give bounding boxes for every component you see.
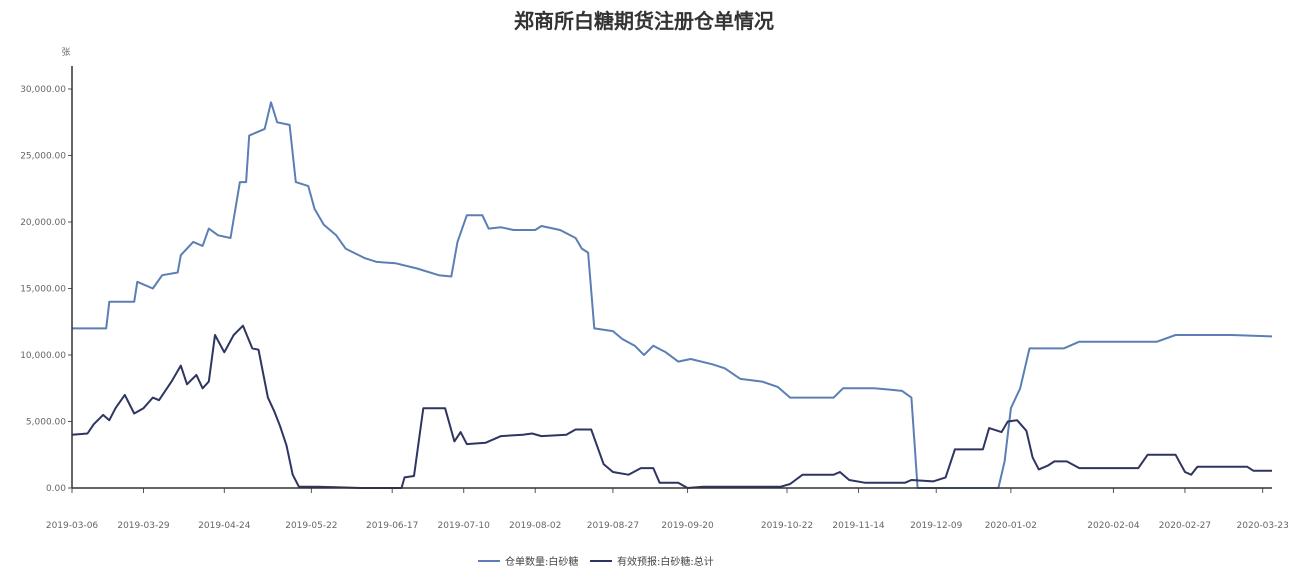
y-tick-label: 15,000.00: [20, 285, 66, 295]
legend: 仓单数量:白砂糖 有效预报:白砂糖:总计: [478, 555, 714, 568]
x-tick-label: 2019-10-22: [761, 521, 813, 531]
x-tick-label: 2019-03-29: [117, 521, 170, 531]
y-tick-label: 25,000.00: [20, 152, 66, 162]
x-tick-label: 2020-01-02: [985, 521, 1037, 531]
x-tick-label: 2019-03-06: [46, 521, 99, 531]
x-tick-label: 2019-04-24: [198, 521, 251, 531]
x-tick-label: 2019-07-10: [438, 521, 491, 531]
x-tick-label: 2019-12-09: [910, 521, 963, 531]
x-tick-label: 2019-08-02: [509, 521, 561, 531]
x-tick-label: 2020-02-04: [1087, 521, 1140, 531]
x-tick-label: 2019-08-27: [587, 521, 639, 531]
x-tick-label: 2019-09-20: [661, 521, 714, 531]
x-tick-label: 2019-11-14: [832, 521, 885, 531]
y-tick-label: 5,000.00: [26, 418, 66, 428]
legend-item-series-2[interactable]: 有效预报:白砂糖:总计: [590, 555, 714, 568]
legend-label-series-1: 仓单数量:白砂糖: [505, 555, 578, 568]
y-tick-label: 20,000.00: [20, 218, 66, 228]
x-tick-label: 2020-03-23: [1237, 521, 1289, 531]
y-tick-label: 30,000.00: [20, 85, 66, 95]
y-axis: 30,000.00 25,000.00 20,000.00 15,000.00 10,0…: [20, 85, 72, 494]
series-line-2[interactable]: [71, 324, 1272, 489]
y-tick-label: 10,000.00: [20, 351, 66, 361]
x-tick-label: 2019-06-17: [366, 521, 418, 531]
x-tick-label: 2020-02-27: [1159, 521, 1211, 531]
y-axis-unit: 张: [61, 47, 70, 58]
x-tick-label: 2019-05-22: [285, 521, 337, 531]
series-line-1[interactable]: [72, 101, 1273, 489]
legend-item-series-1[interactable]: 仓单数量:白砂糖: [478, 555, 578, 568]
series-layer: [71, 101, 1273, 489]
x-axis: 2019-03-06 2019-03-29 2019-04-24 2019-05-22…: [46, 488, 1289, 531]
chart-title: 郑商所白糖期货注册仓单情况: [514, 9, 774, 33]
y-tick-label: 0.00: [46, 484, 66, 494]
legend-label-series-2: 有效预报:白砂糖:总计: [617, 555, 714, 568]
